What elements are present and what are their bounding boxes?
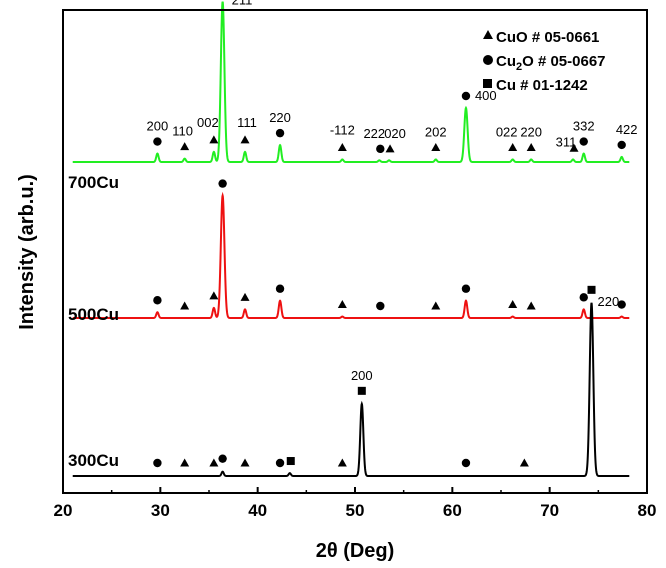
sample-label-300cu: 300Cu: [68, 451, 119, 470]
peak-label-300cu: 200: [351, 368, 373, 383]
marker-circle-700cu: [153, 137, 162, 146]
marker-circle-500cu: [461, 284, 471, 293]
marker-circle-500cu: [275, 284, 285, 293]
marker-circle-500cu: [218, 179, 227, 188]
x-tick-label: 60: [443, 501, 462, 520]
phase-markers-layer: [153, 91, 626, 468]
peak-label-700cu: 202: [425, 124, 447, 139]
marker-square-300cu: [357, 386, 366, 395]
peak-label-700cu: 220: [520, 124, 542, 139]
marker-triangle-700cu: [209, 135, 219, 144]
marker-triangle-500cu: [431, 301, 441, 310]
marker-triangle-300cu: [519, 458, 529, 467]
marker-triangle-700cu: [337, 142, 347, 151]
x-axis-title: 2θ (Deg): [316, 540, 395, 562]
peak-label-700cu: 110: [172, 124, 193, 139]
marker-circle-500cu: [153, 296, 162, 305]
marker-triangle-700cu: [526, 142, 536, 151]
marker-triangle-700cu: [180, 142, 190, 151]
y-axis-title: Intensity (arb.u.): [16, 174, 38, 330]
peak-label-700cu: -112: [330, 122, 355, 137]
marker-circle-700cu: [275, 128, 285, 138]
marker-triangle-500cu: [508, 300, 518, 309]
peak-label-700cu: 400: [475, 88, 497, 103]
marker-circle-500cu: [376, 301, 385, 311]
legend-entry-triangle: CuO # 05-0661: [496, 29, 599, 46]
marker-circle-700cu: [617, 140, 626, 150]
x-axis-ticks: 20 30 40 50 60 70 80: [54, 487, 657, 520]
marker-triangle-500cu: [180, 301, 190, 310]
traces-layer: [72, 1, 630, 477]
sample-label-500cu: 500Cu: [68, 305, 119, 324]
marker-triangle-500cu: [526, 301, 536, 310]
peak-label-700cu: 022: [496, 124, 518, 139]
marker-triangle-500cu: [240, 292, 250, 301]
x-tick-label: 40: [248, 501, 267, 520]
legend-circle-icon: [483, 55, 493, 65]
marker-triangle-300cu: [209, 458, 219, 467]
x-tick-label: 50: [346, 501, 365, 520]
marker-circle-300cu: [218, 454, 227, 463]
marker-triangle-300cu: [180, 458, 190, 467]
trace-500cu: [72, 191, 630, 319]
marker-circle-300cu: [461, 458, 471, 468]
peak-label-700cu: 222: [363, 126, 385, 141]
trace-300cu: [72, 302, 630, 477]
marker-triangle-500cu: [209, 291, 219, 300]
legend-entry-square: Cu # 01-1242: [496, 77, 588, 94]
sample-label-700cu: 700Cu: [68, 173, 119, 192]
marker-triangle-700cu: [569, 143, 579, 152]
marker-square-300cu: [286, 457, 295, 466]
marker-triangle-700cu: [240, 135, 250, 144]
marker-triangle-500cu: [337, 300, 347, 309]
marker-circle-500cu: [579, 293, 588, 302]
peak-label-300cu: 220: [598, 294, 620, 309]
x-tick-label: 20: [54, 501, 73, 520]
peak-label-700cu: 211: [232, 0, 253, 8]
x-tick-label: 80: [638, 501, 657, 520]
sample-labels-layer: 700Cu 500Cu 300Cu: [68, 173, 119, 470]
marker-square-300cu: [587, 285, 596, 294]
peak-label-700cu: 002: [197, 115, 219, 130]
peak-label-700cu: 020: [384, 126, 406, 141]
peak-label-700cu: 422: [616, 122, 638, 137]
peak-label-700cu: 311: [556, 134, 577, 149]
peak-label-700cu: 220: [269, 110, 291, 125]
marker-triangle-700cu: [385, 144, 395, 153]
marker-triangle-300cu: [240, 458, 250, 467]
trace-700cu: [72, 1, 630, 163]
marker-circle-700cu: [376, 144, 385, 154]
marker-circle-700cu: [461, 91, 471, 101]
x-tick-label: 30: [151, 501, 170, 520]
marker-triangle-300cu: [337, 458, 347, 467]
peak-label-700cu: 200: [147, 119, 169, 134]
legend-triangle-icon: [483, 30, 493, 39]
marker-circle-500cu: [617, 300, 626, 309]
peak-label-700cu: 332: [573, 119, 595, 134]
marker-circle-300cu: [153, 458, 162, 468]
legend-square-icon: [483, 79, 492, 88]
legend: CuO # 05-0661 Cu2O # 05-0667 Cu # 01-1242: [483, 29, 606, 94]
marker-triangle-700cu: [431, 142, 441, 151]
legend-entry-circle: Cu2O # 05-0667: [496, 53, 606, 73]
x-tick-label: 70: [540, 501, 559, 520]
marker-triangle-700cu: [508, 142, 518, 151]
marker-circle-300cu: [275, 458, 285, 468]
peak-label-700cu: 111: [237, 115, 257, 130]
marker-circle-700cu: [579, 137, 588, 146]
